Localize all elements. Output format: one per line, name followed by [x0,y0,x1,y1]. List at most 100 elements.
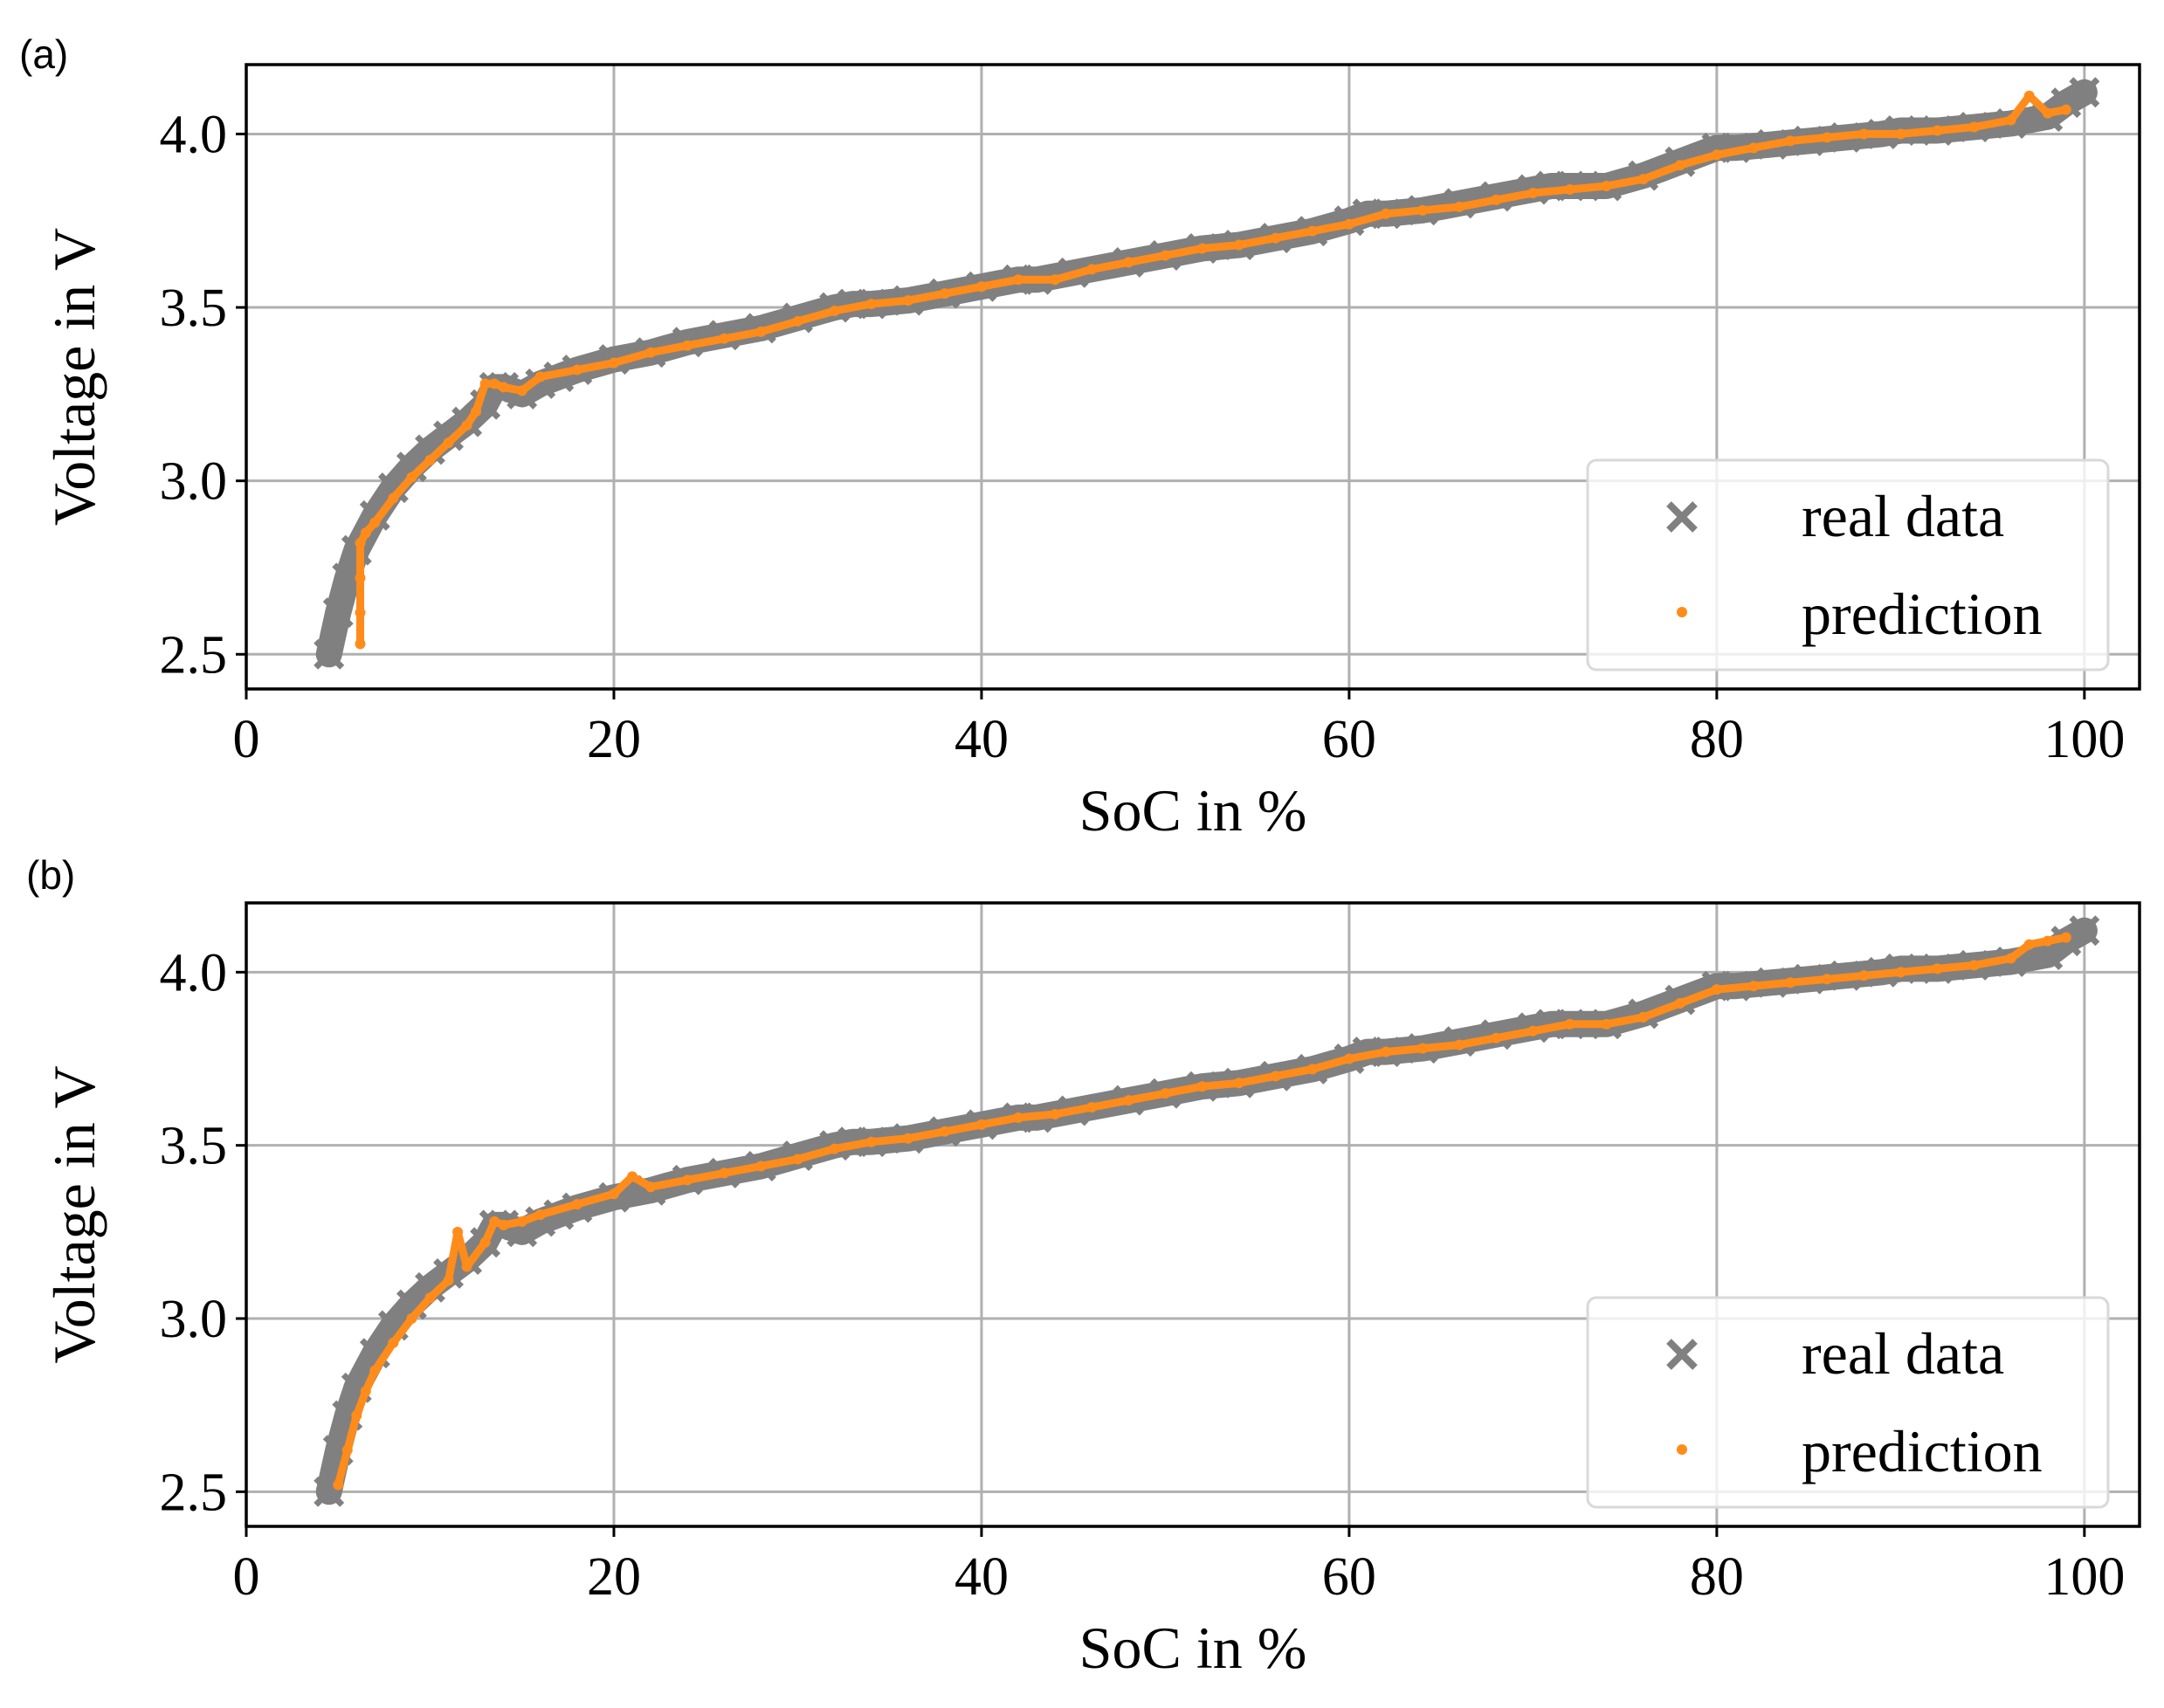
real-data-point [2069,915,2100,947]
prediction-point [360,1386,371,1397]
prediction-point [1160,250,1171,261]
y-tick-label: 2.5 [160,1463,228,1522]
prediction-point [461,420,472,431]
y-tick-label: 3.5 [160,279,228,338]
prediction-point [443,1275,454,1286]
prediction-point [2005,114,2016,126]
real-data-point [322,597,354,629]
prediction-point [1417,1043,1429,1054]
x-axis-label: SoC in % [1079,1615,1307,1681]
prediction-trace [334,933,2071,1489]
prediction-point [1527,187,1539,198]
prediction-point [1233,239,1244,251]
x-tick-label: 0 [233,1547,260,1607]
legend-x-marker-icon [1666,501,1698,533]
real-data-point [2069,77,2100,108]
prediction-point [369,517,381,528]
prediction-point [1674,160,1685,171]
prediction-point [1160,1088,1171,1099]
x-tick-label: 100 [2043,710,2125,769]
prediction-point [498,382,509,393]
prediction-point [1270,232,1281,244]
legend-label-prediction: prediction [1802,1418,2043,1484]
prediction-point [2023,90,2035,101]
x-tick-label: 60 [1322,710,1376,769]
prediction-point [424,1292,436,1304]
prediction-point [489,378,500,389]
prediction-point [355,538,366,549]
prediction-point [1968,121,1980,133]
prediction-point [333,1479,344,1491]
prediction-point [755,1160,767,1172]
prediction-point [1822,132,1833,143]
plot-frame [245,901,2141,1528]
prediction-point [1711,149,1722,161]
legend-label-real-data: real data [1802,483,2004,549]
prediction-point [1785,135,1796,147]
prediction-point [682,1174,693,1186]
prediction-point [2042,107,2053,119]
prediction-point [1564,1018,1575,1030]
prediction-point [627,1171,638,1182]
x-tick-label: 40 [955,1547,1009,1607]
prediction-point [1196,1081,1208,1092]
prediction-point [406,472,417,483]
prediction-point [452,1226,464,1237]
plot-frame [245,63,2141,691]
prediction-point [1895,967,1906,978]
real-data-point [314,638,345,670]
prediction-point [1381,1046,1392,1057]
prediction-point [1747,981,1759,992]
prediction-point [902,295,913,306]
prediction-point [388,1337,399,1348]
prediction-point [608,357,619,368]
prediction-point [1711,984,1722,995]
prediction-point [1343,218,1354,230]
legend: real data prediction [1586,1296,2110,1509]
prediction-point [1858,970,1870,981]
prediction-point [1637,1011,1649,1023]
prediction-point [1858,128,1870,140]
x-tick-label: 100 [2043,1547,2125,1607]
prediction-point [1674,998,1685,1009]
prediction-point [1895,128,1906,140]
prediction-point [939,1126,950,1137]
prediction-point [406,1313,417,1324]
prediction-point [1381,208,1392,219]
prediction-point [1086,1102,1098,1113]
prediction-point [2005,953,2016,964]
prediction-point [355,572,366,583]
real-data-point [415,1271,445,1303]
prediction-point [498,1219,509,1230]
prediction-point [1527,1025,1539,1037]
prediction-point [719,333,730,344]
prediction-point [975,281,987,293]
x-tick-label: 20 [587,1547,641,1607]
legend-box [1586,1296,2110,1509]
real-data-point [332,562,363,594]
prediction-point [1123,1095,1134,1106]
prediction-point [1601,181,1612,192]
prediction-point [829,306,840,317]
prediction-point [1050,1108,1061,1119]
prediction-point [360,527,371,539]
y-tick-label: 3.5 [160,1117,228,1176]
prediction-point [1343,1053,1354,1064]
prediction-point [534,371,546,382]
prediction-point [682,340,693,351]
legend: real data prediction [1586,458,2110,671]
prediction-point [865,1136,877,1147]
prediction-point [1123,257,1134,268]
prediction-point [388,492,399,504]
prediction-point [865,299,877,310]
panel-label: (b) [26,852,75,898]
prediction-point [369,1365,381,1376]
prediction-point [516,385,527,396]
prediction-point [792,315,803,327]
y-tick-label: 4.0 [160,105,228,164]
prediction-point [571,364,582,375]
prediction-point [1601,1018,1612,1030]
prediction-point [1491,194,1502,205]
x-tick-label: 40 [955,710,1009,769]
